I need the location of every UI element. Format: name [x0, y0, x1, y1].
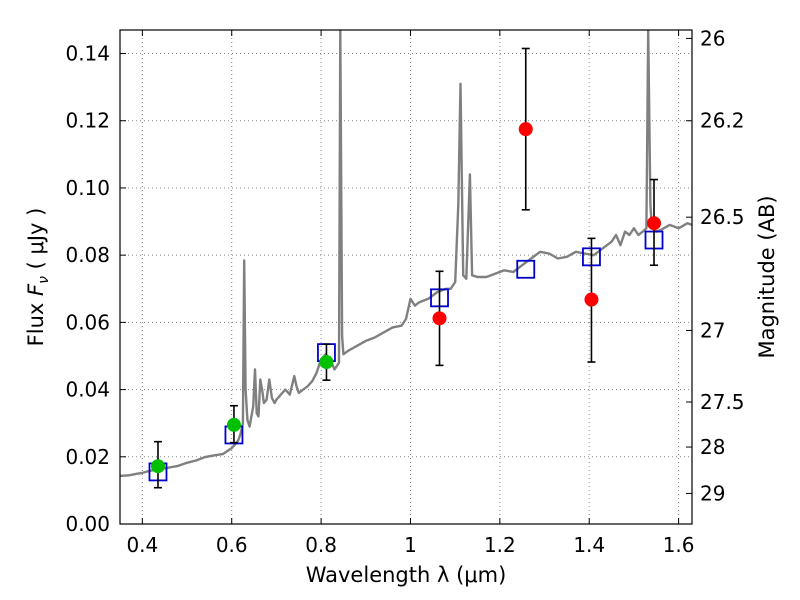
- plot-frame: [119, 29, 693, 525]
- marker-layer: [148, 47, 664, 489]
- y-tick-label: 0.14: [65, 42, 110, 66]
- green-data-point: [319, 355, 334, 370]
- y-axis-title-subscript: ν: [36, 276, 52, 284]
- red-data-point: [432, 311, 447, 326]
- red-data-point: [518, 122, 533, 137]
- label-layer: 0.4 0.6 0.8 1 1.2 1.4 1.6 0.00 0.02 0.04 0.06 0.08 0…: [65, 26, 744, 557]
- y-tick-label: 0.04: [65, 378, 110, 402]
- y-tick-label: 0.10: [65, 176, 110, 200]
- red-data-point: [647, 216, 662, 231]
- right-axis-title: Magnitude (AB): [755, 195, 779, 358]
- y-tick-label: 0.12: [65, 109, 110, 133]
- y-axis-title-symbol: F: [24, 283, 48, 296]
- x-tick-label: 0.6: [216, 533, 248, 557]
- y-axis-title-suffix: ( μJy ): [24, 208, 48, 276]
- grid-layer: [120, 30, 692, 524]
- x-tick-label: 1: [404, 533, 417, 557]
- model-spectrum-line: [120, 30, 692, 478]
- right-tick-label: 26.5: [700, 205, 745, 229]
- y-tick-label: 0.08: [65, 243, 110, 267]
- y-tick-label: 0.00: [65, 512, 110, 536]
- right-tick-label: 28: [700, 435, 725, 459]
- model-photometry-square: [516, 259, 536, 279]
- x-tick-label: 0.4: [126, 533, 158, 557]
- red-data-point: [584, 292, 599, 307]
- right-tick-label: 27.5: [700, 390, 745, 414]
- green-data-point: [226, 417, 241, 432]
- x-tick-label: 0.8: [305, 533, 337, 557]
- x-tick-label: 1.6: [663, 533, 695, 557]
- tick-layer: [120, 30, 692, 525]
- y-axis-title: Flux Fν ( μJy ): [24, 208, 52, 347]
- right-tick-label: 29: [700, 481, 725, 505]
- right-tick-label: 26.2: [700, 109, 745, 133]
- right-tick-label: 26: [700, 26, 725, 50]
- series-layer: [120, 30, 692, 478]
- y-tick-label: 0.02: [65, 445, 110, 469]
- green-data-point: [150, 459, 165, 474]
- x-tick-label: 1.2: [484, 533, 516, 557]
- x-axis-title: Wavelength λ (μm): [306, 563, 507, 587]
- y-axis-title-prefix: Flux: [24, 296, 48, 346]
- right-tick-label: 27: [700, 318, 725, 342]
- y-tick-label: 0.06: [65, 310, 110, 334]
- x-tick-label: 1.4: [573, 533, 605, 557]
